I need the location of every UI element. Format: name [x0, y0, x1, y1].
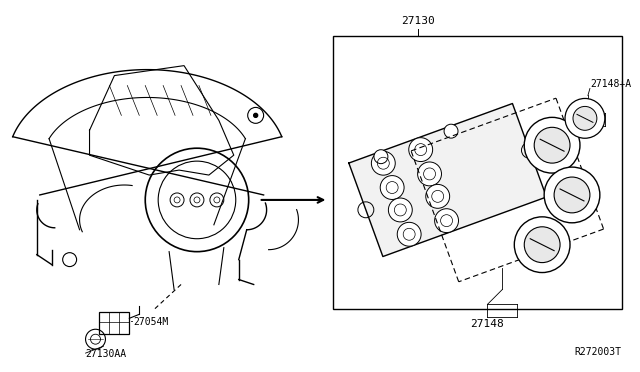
Circle shape [565, 99, 605, 138]
Bar [99, 312, 129, 334]
Circle shape [544, 167, 600, 223]
Circle shape [388, 198, 412, 222]
Circle shape [253, 113, 258, 117]
Text: 27148: 27148 [470, 319, 504, 329]
Circle shape [418, 162, 442, 186]
Circle shape [397, 222, 421, 246]
Circle shape [534, 127, 570, 163]
Circle shape [435, 209, 458, 232]
Circle shape [554, 177, 590, 213]
Circle shape [524, 227, 560, 263]
Text: 27148+A: 27148+A [590, 78, 631, 89]
Circle shape [573, 106, 597, 130]
Text: 27130AA: 27130AA [86, 349, 127, 359]
Text: R272003T: R272003T [575, 347, 621, 357]
Text: 27130: 27130 [401, 16, 435, 26]
Circle shape [380, 176, 404, 199]
Circle shape [426, 185, 450, 208]
Bar [333, 36, 621, 310]
Circle shape [524, 117, 580, 173]
Text: 27054M: 27054M [133, 317, 168, 327]
Circle shape [409, 138, 433, 161]
Circle shape [515, 217, 570, 273]
Circle shape [444, 124, 458, 138]
Circle shape [371, 151, 396, 175]
Circle shape [374, 150, 388, 164]
Polygon shape [349, 103, 547, 257]
